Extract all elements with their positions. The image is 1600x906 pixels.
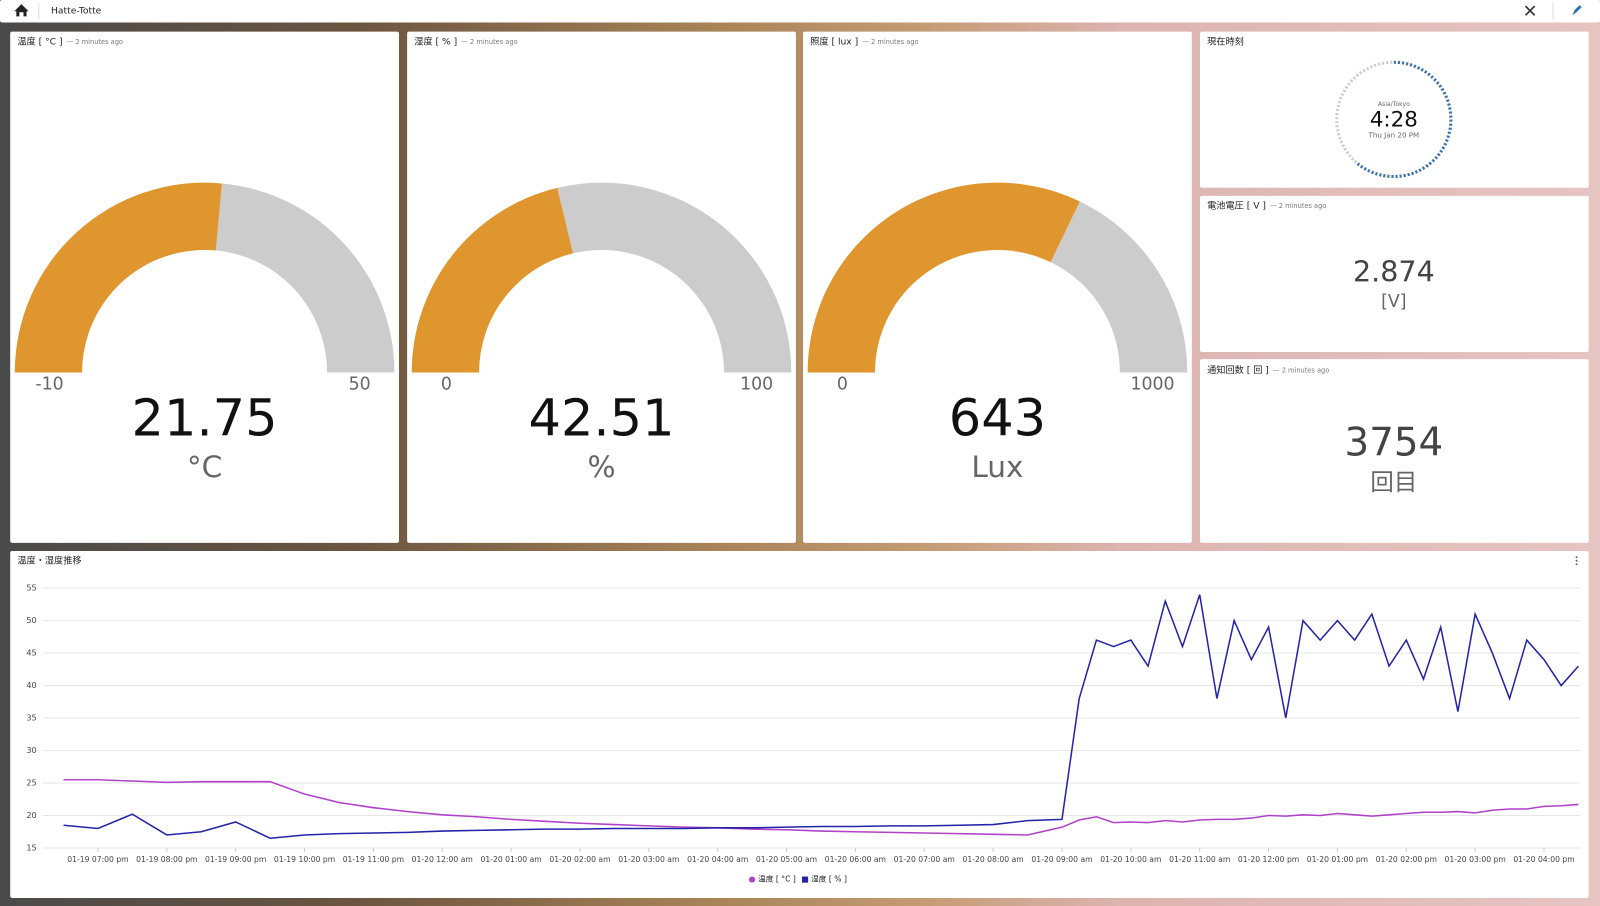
y-tick-label: 50 — [26, 615, 36, 625]
updated-time: — 2 minutes ago — [1270, 202, 1326, 210]
y-tick-label: 25 — [26, 777, 36, 787]
edit-icon[interactable] — [1572, 5, 1582, 16]
legend-label: 温度 [ °C ] — [758, 874, 796, 884]
card-value: 2.874 — [1353, 254, 1435, 288]
card-title: 温度・湿度推移 — [17, 555, 81, 567]
gauge-min: 0 — [837, 375, 848, 395]
x-tick-label: 01-20 01:00 pm — [1307, 855, 1368, 864]
updated-time: — 2 minutes ago — [461, 38, 517, 46]
card-unit: [V] — [1381, 292, 1406, 312]
clock-card — [1199, 31, 1589, 188]
legend-marker — [748, 876, 756, 883]
gauge-track — [1050, 201, 1188, 373]
clock-timezone: Asia/Tokyo — [1378, 101, 1410, 108]
gauge-arc — [14, 182, 222, 373]
app-title: Hatte-Totte — [51, 6, 102, 17]
legend-marker — [801, 876, 809, 883]
y-tick-label: 40 — [26, 680, 36, 690]
x-tick-label: 01-19 09:00 pm — [205, 855, 266, 864]
card-title: 温度 [ °C ] — [17, 35, 62, 47]
gauge-arc — [807, 182, 1080, 373]
x-tick-label: 01-20 08:00 am — [963, 855, 1024, 864]
x-tick-label: 01-20 12:00 am — [412, 855, 473, 864]
card-unit: 回目 — [1370, 468, 1417, 496]
gauge-value: 643 — [949, 389, 1046, 448]
series-line — [63, 778, 1579, 836]
updated-time: — 2 minutes ago — [67, 38, 123, 46]
y-tick-label: 35 — [26, 713, 36, 723]
menu-dot[interactable] — [1575, 563, 1578, 566]
card-title: 通知回数 [ 回 ] — [1207, 364, 1269, 376]
y-tick-label: 15 — [26, 842, 36, 852]
gauge-track — [215, 183, 395, 373]
x-tick-label: 01-20 09:00 am — [1031, 855, 1092, 864]
y-tick-label: 55 — [26, 583, 36, 593]
gauge-max: 1000 — [1130, 375, 1174, 395]
x-tick-label: 01-20 11:00 am — [1169, 855, 1230, 864]
gauge-max: 50 — [349, 375, 371, 395]
menu-dot[interactable] — [1575, 559, 1578, 562]
x-tick-label: 01-19 11:00 pm — [343, 855, 404, 864]
clock-time: 4:28 — [1370, 107, 1418, 132]
gauge-arc — [411, 187, 573, 373]
gauge-min: -10 — [35, 375, 63, 395]
x-tick-label: 01-20 04:00 am — [687, 855, 748, 864]
card-title: 照度 [ lux ] — [810, 35, 858, 47]
gauge-unit: °C — [187, 450, 222, 484]
gauge-unit: Lux — [971, 450, 1023, 484]
card-title: 現在時刻 — [1207, 35, 1244, 47]
gauge-unit: % — [587, 450, 615, 484]
home-icon[interactable] — [14, 4, 29, 17]
top-bar — [0, 0, 1600, 23]
value-card — [1199, 195, 1589, 353]
legend-label: 湿度 [ % ] — [811, 874, 847, 884]
x-tick-label: 01-20 12:00 pm — [1238, 855, 1299, 864]
x-tick-label: 01-20 02:00 am — [549, 855, 610, 864]
gauge-min: 0 — [441, 375, 452, 395]
x-tick-label: 01-20 03:00 am — [618, 855, 679, 864]
x-tick-label: 01-20 02:00 pm — [1376, 855, 1437, 864]
x-tick-label: 01-20 07:00 am — [894, 855, 955, 864]
x-tick-label: 01-20 05:00 am — [756, 855, 817, 864]
card-title: 湿度 [ % ] — [414, 35, 457, 47]
gauge-max: 100 — [740, 375, 773, 395]
gauge-value: 21.75 — [132, 389, 278, 448]
gauge-value: 42.51 — [528, 389, 674, 448]
fullscreen-icon[interactable] — [1524, 5, 1536, 16]
gauge-track — [557, 182, 792, 373]
x-tick-label: 01-20 06:00 am — [825, 855, 886, 864]
y-tick-label: 30 — [26, 745, 36, 755]
card-title: 電池電圧 [ V ] — [1207, 200, 1266, 212]
x-tick-label: 01-19 10:00 pm — [274, 855, 335, 864]
chart-card — [10, 551, 1589, 898]
menu-dot[interactable] — [1575, 556, 1578, 559]
x-tick-label: 01-20 01:00 am — [480, 855, 541, 864]
updated-time: — 2 minutes ago — [1273, 366, 1329, 374]
x-tick-label: 01-20 03:00 pm — [1444, 855, 1505, 864]
updated-time: — 2 minutes ago — [862, 38, 918, 46]
y-tick-label: 20 — [26, 810, 36, 820]
series-line — [63, 594, 1580, 839]
card-value: 3754 — [1345, 420, 1444, 465]
x-tick-label: 01-19 08:00 pm — [136, 855, 197, 864]
x-tick-label: 01-20 04:00 pm — [1513, 855, 1574, 864]
y-tick-label: 45 — [26, 648, 36, 658]
value-card — [1199, 359, 1589, 543]
x-tick-label: 01-19 07:00 pm — [67, 855, 128, 864]
clock-date: Thu Jan 20 PM — [1368, 131, 1420, 140]
x-tick-label: 01-20 10:00 am — [1100, 855, 1161, 864]
